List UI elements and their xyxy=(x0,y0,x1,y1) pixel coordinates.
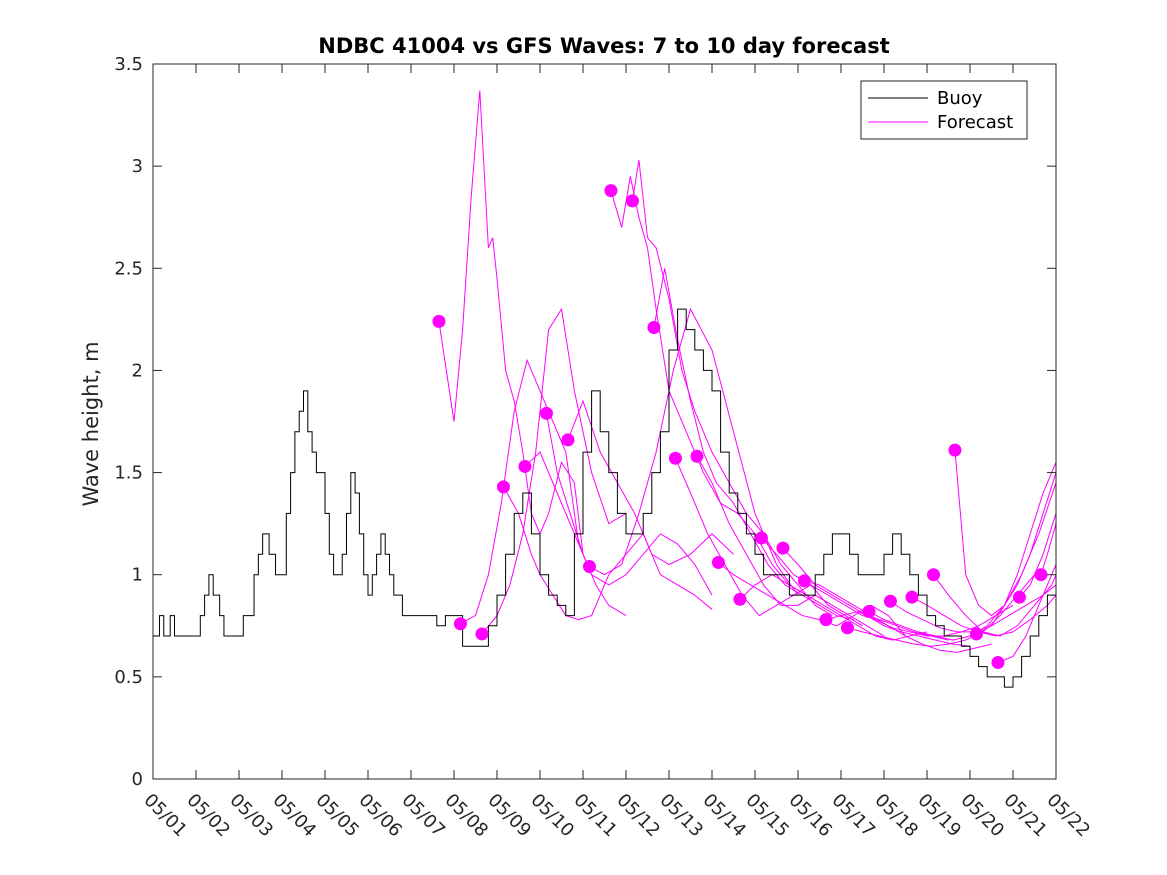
forecast-start-marker xyxy=(711,555,725,569)
y-tick-label: 3 xyxy=(132,156,143,177)
y-axis: 0 0.5 1 1.5 2 2.5 3 3.5 xyxy=(114,54,1056,790)
plot-area xyxy=(153,64,1056,779)
forecast-start-marker xyxy=(475,627,489,641)
forecast-series-line xyxy=(997,564,1057,664)
forecast-series-line xyxy=(545,413,627,617)
x-tick-label: 05/09 xyxy=(483,790,535,842)
x-tick-label: 05/07 xyxy=(397,790,449,842)
forecast-series-line xyxy=(825,604,1014,637)
x-tick-label: 05/08 xyxy=(440,790,492,842)
forecast-start-marker xyxy=(582,560,596,574)
forecast-series-line xyxy=(761,537,949,641)
x-tick-label: 05/10 xyxy=(526,790,578,842)
forecast-start-marker xyxy=(991,656,1005,670)
plot-frame xyxy=(152,63,1057,780)
x-tick-label: 05/05 xyxy=(311,790,363,842)
forecast-series-line xyxy=(438,90,584,555)
x-tick-label: 05/15 xyxy=(741,790,793,842)
forecast-series-line xyxy=(1040,523,1057,575)
forecast-start-marker xyxy=(948,443,962,457)
forecast-start-marker xyxy=(926,568,940,582)
y-axis-label: Wave height, m xyxy=(79,341,103,506)
x-tick-label: 05/19 xyxy=(913,790,965,842)
forecast-series-line xyxy=(911,594,1057,637)
buoy-series-line xyxy=(153,308,1057,688)
forecast-start-marker xyxy=(819,613,833,627)
forecast-series-line xyxy=(503,486,713,621)
x-tick-label: 05/20 xyxy=(956,790,1008,842)
forecast-start-marker xyxy=(539,406,553,420)
forecast-series-line xyxy=(610,176,807,596)
forecast-series-line xyxy=(933,574,1057,637)
forecast-start-marker xyxy=(1012,590,1026,604)
forecast-series-line xyxy=(1019,513,1057,598)
legend: Buoy Forecast xyxy=(860,80,1028,140)
forecast-series-line xyxy=(674,458,863,627)
x-tick-label: 05/06 xyxy=(354,790,406,842)
x-tick-label: 05/01 xyxy=(139,790,191,842)
forecast-series-line xyxy=(847,574,1035,647)
x-tick-label: 05/16 xyxy=(784,790,836,842)
forecast-start-marker xyxy=(905,590,919,604)
forecast-series-line xyxy=(631,159,833,617)
y-tick-label: 2 xyxy=(132,360,143,381)
legend-label-buoy: Buoy xyxy=(937,88,983,109)
x-tick-label: 05/21 xyxy=(999,790,1051,842)
forecast-start-marker xyxy=(496,480,510,494)
x-tick-label: 05/13 xyxy=(655,790,707,842)
x-tick-label: 05/17 xyxy=(827,790,879,842)
forecast-series-line xyxy=(976,462,1057,635)
forecast-series-line xyxy=(524,451,713,596)
legend-box xyxy=(860,80,1028,140)
x-tick-label: 05/03 xyxy=(225,790,277,842)
y-tick-label: 1 xyxy=(132,565,143,586)
y-tick-label: 3.5 xyxy=(114,54,143,75)
forecast-start-marker xyxy=(1034,568,1048,582)
y-tick-label: 0.5 xyxy=(114,667,143,688)
forecast-series-line xyxy=(718,562,906,637)
forecast-start-marker xyxy=(690,449,704,463)
y-tick-label: 0 xyxy=(132,769,143,790)
plot-background xyxy=(153,64,1056,779)
x-tick-label: 05/02 xyxy=(182,790,234,842)
chart-title: NDBC 41004 vs GFS Waves: 7 to 10 day for… xyxy=(318,34,889,58)
x-tick-label: 05/18 xyxy=(870,790,922,842)
forecast-series-line xyxy=(653,268,855,621)
forecast-series-line xyxy=(804,580,992,653)
forecast-start-marker xyxy=(561,433,575,447)
forecast-start-marker xyxy=(840,621,854,635)
x-tick-label: 05/12 xyxy=(612,790,664,842)
x-tick-label: 05/11 xyxy=(569,790,621,842)
forecast-start-marker xyxy=(862,604,876,618)
x-tick-label: 05/04 xyxy=(268,790,320,842)
forecast-start-marker xyxy=(969,627,983,641)
forecast-start-marker xyxy=(647,321,661,335)
forecast-start-marker xyxy=(797,574,811,588)
forecast-start-marker xyxy=(625,194,639,208)
forecast-start-marker xyxy=(776,541,790,555)
forecast-series-line xyxy=(696,455,885,637)
marker-layer xyxy=(432,184,1048,670)
x-tick-label: 05/22 xyxy=(1042,790,1094,842)
forecast-start-marker xyxy=(432,314,446,328)
forecast-series-line xyxy=(460,358,580,625)
forecast-start-marker xyxy=(754,531,768,545)
forecast-series-line xyxy=(589,307,799,596)
forecast-start-marker xyxy=(883,594,897,608)
x-tick-label: 05/14 xyxy=(698,790,750,842)
legend-label-forecast: Forecast xyxy=(937,112,1013,133)
series-layer xyxy=(153,90,1057,688)
forecast-start-marker xyxy=(733,592,747,606)
forecast-start-marker xyxy=(518,459,532,473)
y-tick-label: 2.5 xyxy=(114,258,143,279)
forecast-start-marker xyxy=(668,451,682,465)
forecast-start-marker xyxy=(453,617,467,631)
forecast-start-marker xyxy=(604,184,618,198)
y-tick-label: 1.5 xyxy=(114,463,143,484)
forecast-series-line xyxy=(782,547,971,647)
